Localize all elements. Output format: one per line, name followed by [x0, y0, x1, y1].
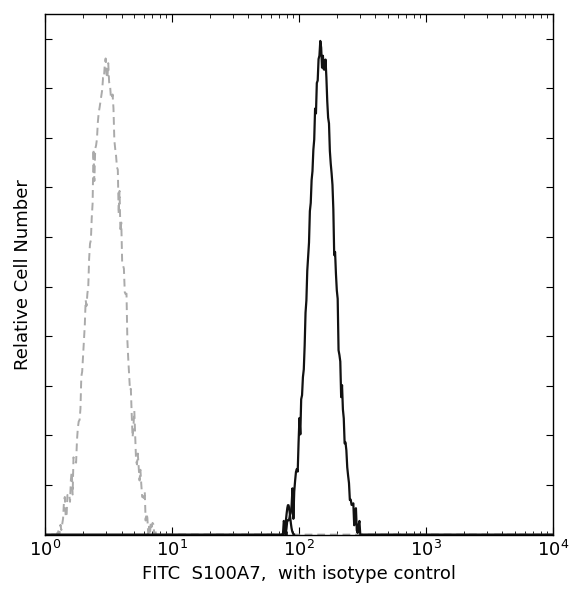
X-axis label: FITC  S100A7,  with isotype control: FITC S100A7, with isotype control	[142, 565, 456, 583]
Y-axis label: Relative Cell Number: Relative Cell Number	[14, 179, 32, 370]
